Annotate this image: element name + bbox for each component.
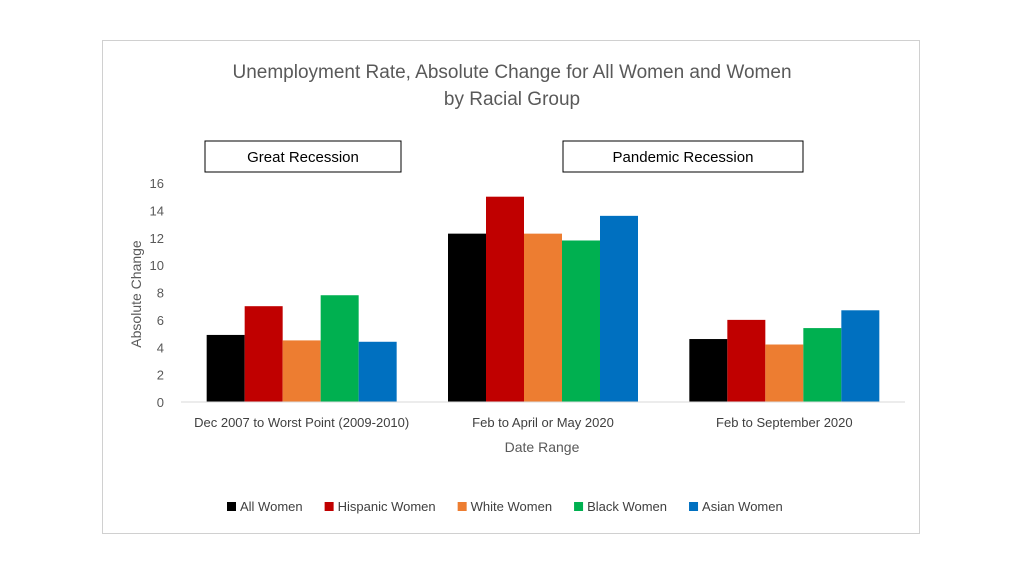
- y-tick-label: 16: [150, 176, 164, 191]
- annotation-box: [204, 140, 402, 173]
- annotation-label: Pandemic Recession: [613, 149, 754, 166]
- bar: [282, 340, 321, 402]
- legend-swatch: [457, 502, 467, 511]
- legend-swatch: [324, 502, 334, 511]
- bar: [803, 328, 842, 402]
- legend-swatch: [227, 502, 236, 511]
- legend-swatch: [574, 502, 584, 511]
- bar: [600, 215, 638, 402]
- chart-frame: Unemployment Rate, Absolute Change for A…: [102, 40, 920, 534]
- bar: [524, 233, 562, 402]
- annotation-pandemic-recession: Pandemic Recession: [562, 140, 804, 173]
- bar: [765, 344, 804, 402]
- chart-title: Unemployment Rate, Absolute Change for A…: [232, 62, 791, 110]
- legend-label: All Women: [240, 499, 303, 514]
- bar: [448, 233, 486, 402]
- x-category-label: Dec 2007 to Worst Point (2009-2010): [194, 415, 409, 430]
- bar: [689, 339, 728, 402]
- x-category-label: Feb to September 2020: [716, 415, 853, 430]
- x-axis-categories: Dec 2007 to Worst Point (2009-2010) Feb t…: [194, 415, 853, 430]
- y-tick-label: 4: [157, 340, 164, 355]
- legend-label: Black Women: [587, 499, 667, 514]
- legend: All Women Hispanic Women White Women Black …: [227, 499, 783, 514]
- y-tick-label: 2: [157, 368, 164, 383]
- y-axis-ticks: 0 2 4 6 8 10 12 14 16: [150, 176, 164, 410]
- y-tick-label: 10: [150, 258, 164, 273]
- x-axis-title: Date Range: [505, 439, 580, 455]
- y-tick-label: 12: [150, 231, 164, 246]
- legend-label: Asian Women: [702, 499, 783, 514]
- y-tick-label: 0: [157, 395, 164, 410]
- bar: [206, 334, 245, 402]
- y-axis-title: Absolute Change: [128, 240, 144, 348]
- y-tick-label: 14: [150, 203, 164, 218]
- bar: [244, 306, 283, 402]
- y-tick-label: 8: [157, 286, 164, 301]
- legend-label: Hispanic Women: [338, 499, 436, 514]
- bar-chart: Unemployment Rate, Absolute Change for A…: [128, 62, 905, 514]
- bar: [358, 341, 397, 402]
- legend-swatch: [689, 502, 699, 511]
- bar: [320, 295, 359, 402]
- bar: [841, 310, 880, 402]
- bar: [727, 319, 766, 402]
- bar: [562, 240, 600, 402]
- chart-title-line-1: Unemployment Rate, Absolute Change for A…: [232, 62, 791, 83]
- chart-title-line-2: by Racial Group: [444, 89, 580, 110]
- legend-label: White Women: [471, 499, 552, 514]
- annotation-label: Great Recession: [247, 149, 359, 166]
- x-category-label: Feb to April or May 2020: [472, 415, 614, 430]
- annotation-great-recession: Great Recession: [204, 140, 402, 173]
- annotation-box: [562, 140, 804, 173]
- y-tick-label: 6: [157, 313, 164, 328]
- bars: [206, 196, 880, 402]
- bar: [486, 196, 524, 402]
